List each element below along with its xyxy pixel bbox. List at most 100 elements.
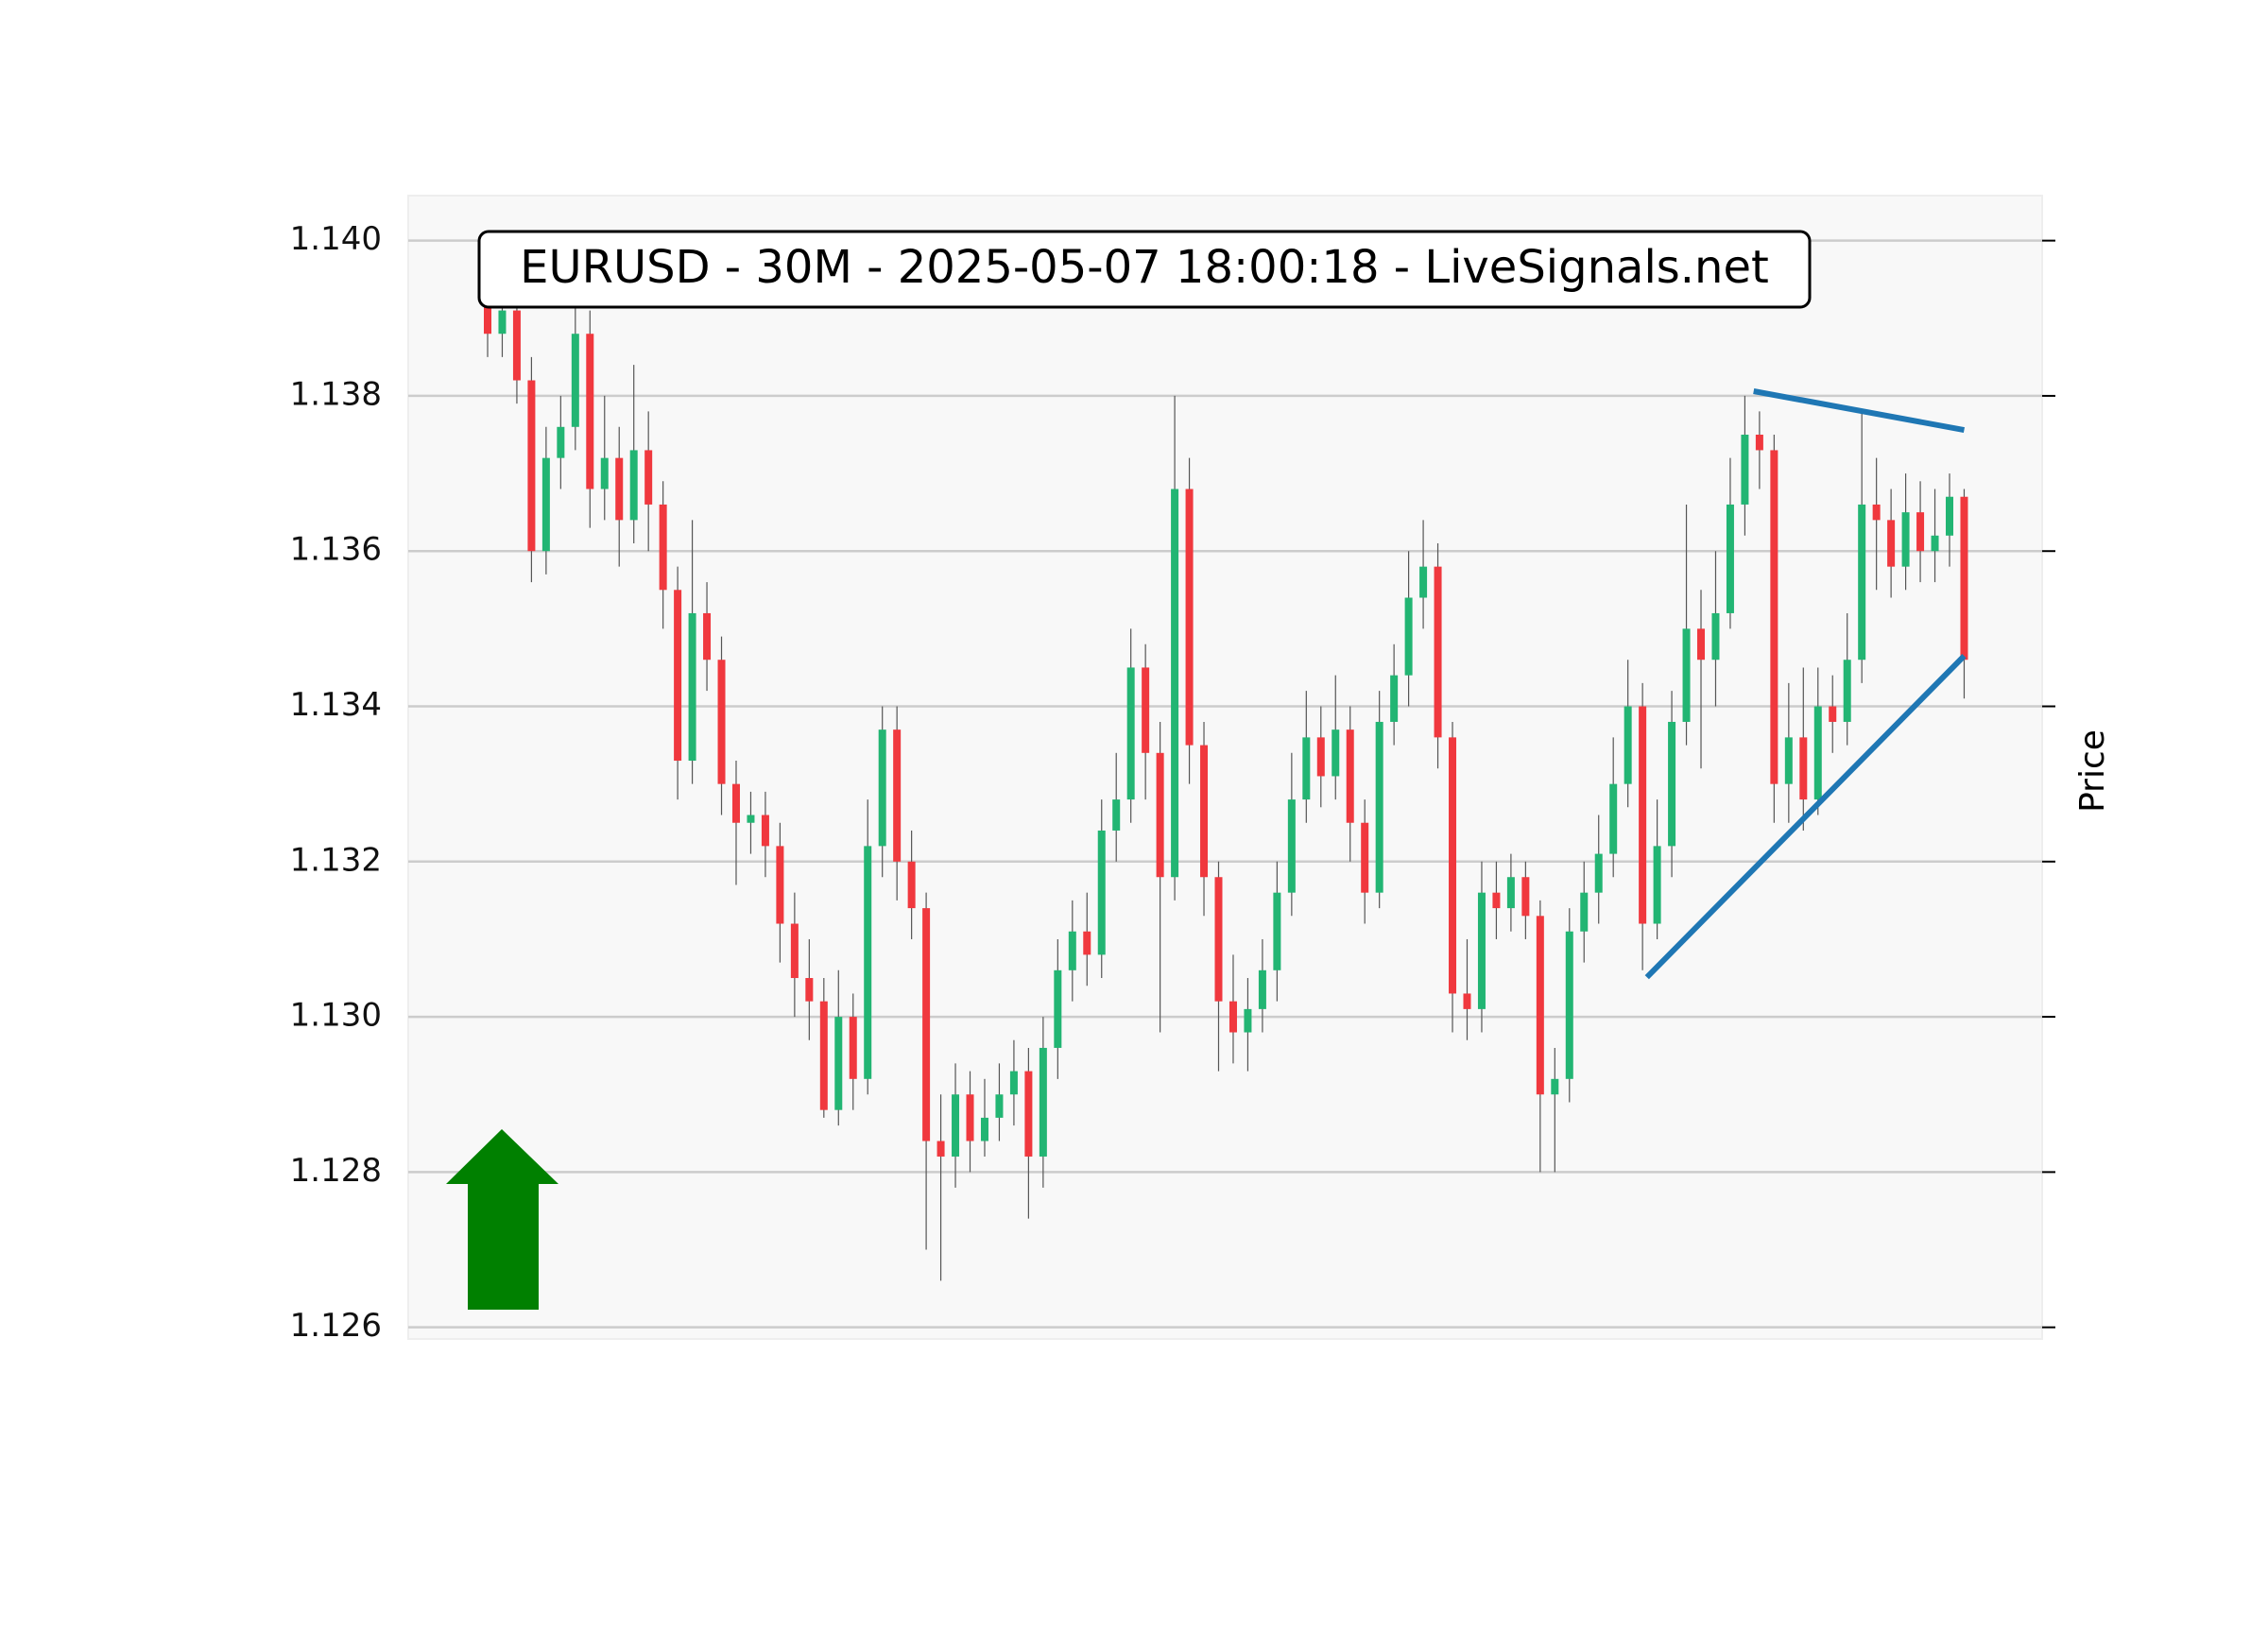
candle-body xyxy=(1551,1078,1559,1095)
trendline xyxy=(1644,654,1967,980)
candle-body xyxy=(1156,752,1164,878)
candle-body xyxy=(1024,1071,1033,1157)
candle-body xyxy=(1829,706,1837,722)
candle-body xyxy=(1682,628,1691,722)
candle-body xyxy=(1054,969,1062,1048)
y-tick-label: 1.134 xyxy=(290,686,382,724)
candle-body xyxy=(1668,721,1676,847)
candle-body xyxy=(629,450,638,521)
candle-body xyxy=(966,1094,974,1141)
candle-body xyxy=(1302,737,1311,800)
title-box xyxy=(477,230,1812,309)
candle-body xyxy=(615,457,624,521)
y-tick-label: 1.128 xyxy=(290,1152,382,1190)
candle-body xyxy=(1273,892,1281,970)
y-tick-label: 1.138 xyxy=(290,375,382,413)
candle-body xyxy=(586,334,594,489)
candle-body xyxy=(1901,512,1910,567)
y-tick-label: 1.130 xyxy=(290,997,382,1035)
candle-body xyxy=(1185,489,1194,746)
candle-body xyxy=(1039,1047,1047,1157)
candle-body xyxy=(1434,566,1442,738)
plot-area xyxy=(407,195,2043,1340)
candle-body xyxy=(1580,892,1589,932)
candle-body xyxy=(1171,489,1179,878)
candle-body xyxy=(1390,675,1399,722)
candle-body xyxy=(688,612,696,762)
candle-body xyxy=(674,590,682,762)
candle-body xyxy=(1200,745,1209,878)
candle-body xyxy=(1843,660,1851,722)
candle-body xyxy=(541,457,550,552)
candle-body xyxy=(1755,435,1763,451)
candle-body xyxy=(1799,737,1808,800)
y-axis-label: Price xyxy=(2073,729,2112,813)
candle-body xyxy=(731,783,740,823)
candle-body xyxy=(849,1017,857,1079)
chart-title: EURUSD - 30M - 2025-05-07 18:00:18 - Liv… xyxy=(520,241,1769,294)
candle-body xyxy=(1492,892,1501,909)
trendlines xyxy=(1644,388,1967,980)
candle-body xyxy=(864,846,872,1079)
candle-body xyxy=(1477,892,1486,1009)
candle-body xyxy=(1784,737,1793,784)
candle-body xyxy=(1946,496,1953,536)
candle-body xyxy=(1142,667,1150,753)
candle-body xyxy=(834,1017,843,1110)
candle-body xyxy=(1960,496,1968,661)
candle-body xyxy=(1068,931,1076,970)
y-tick-label: 1.136 xyxy=(290,531,382,569)
candle-body xyxy=(1624,706,1632,784)
candle-body xyxy=(571,334,579,427)
candle-body xyxy=(1404,597,1413,676)
trendline xyxy=(1753,388,1966,434)
candle-body xyxy=(1316,737,1325,777)
candle-body xyxy=(936,1141,945,1157)
candle-body xyxy=(512,310,521,381)
candle-body xyxy=(1097,830,1106,955)
candle-body xyxy=(1287,799,1296,893)
candle-body xyxy=(1083,931,1091,955)
candle-body xyxy=(1653,846,1661,924)
candle-body xyxy=(761,815,769,847)
candle-body xyxy=(527,380,536,552)
candle-body xyxy=(600,457,609,489)
candle-body xyxy=(703,612,712,661)
candle-body xyxy=(1697,628,1706,661)
candle-body xyxy=(484,286,491,335)
candle-body xyxy=(1506,877,1515,909)
candle-body xyxy=(1609,783,1618,854)
candle-body xyxy=(980,1117,988,1141)
candle-body xyxy=(952,1094,960,1157)
candle-body xyxy=(1244,1008,1252,1033)
y-tick-label: 1.140 xyxy=(290,220,382,258)
candle-body xyxy=(1126,667,1135,800)
candle-body xyxy=(1931,535,1939,552)
candle-body xyxy=(1419,566,1428,598)
candle-body xyxy=(1463,993,1471,1009)
candle-body xyxy=(659,504,667,591)
candle-body xyxy=(1361,822,1369,893)
candle-body xyxy=(1565,931,1573,1079)
candle-body xyxy=(995,1094,1004,1118)
candle-body xyxy=(1639,706,1647,924)
candle-body xyxy=(1536,916,1544,1095)
candle-body xyxy=(790,923,799,979)
candle-body xyxy=(1858,504,1866,661)
candles xyxy=(484,264,1968,1281)
grid: 1.126 1.128 1.130 1.132 1.134 1.136 1.138 1.140 xyxy=(290,220,2055,1345)
candle-body xyxy=(498,310,507,335)
candle-body xyxy=(1258,969,1266,1009)
candle-body xyxy=(1228,1001,1237,1033)
candle-body xyxy=(1346,729,1354,823)
candle-body xyxy=(1813,706,1822,800)
candle-body xyxy=(805,978,814,1002)
candle-body xyxy=(776,846,784,924)
candle-body xyxy=(644,450,653,505)
candle-body xyxy=(1594,853,1603,893)
signal-arrow xyxy=(446,1129,558,1310)
candle-body xyxy=(1726,504,1734,613)
candle-body xyxy=(1112,799,1121,831)
candle-body xyxy=(922,908,931,1141)
